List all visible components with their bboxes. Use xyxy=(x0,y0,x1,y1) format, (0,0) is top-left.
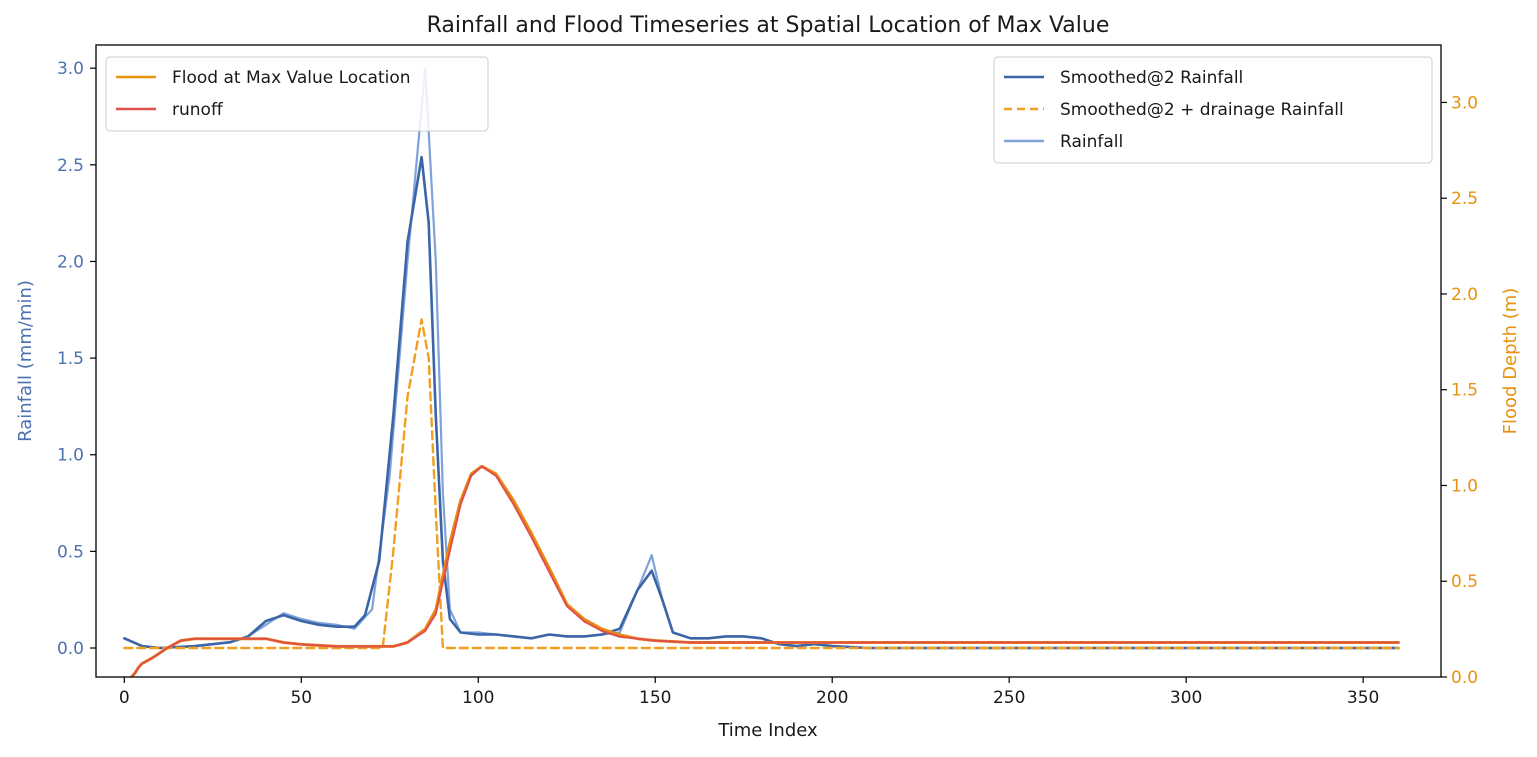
y-right-tick-label: 3.0 xyxy=(1451,93,1478,113)
plot-frame xyxy=(95,44,1442,678)
y-left-tick-label: 2.0 xyxy=(57,252,84,272)
legend-left-box xyxy=(105,56,489,132)
x-tick-label: 100 xyxy=(462,688,494,708)
y-left-tick-label: 1.5 xyxy=(57,349,84,369)
legend-entry-label: Flood at Max Value Location xyxy=(172,68,411,88)
x-tick-label: 150 xyxy=(639,688,671,708)
runoff-line xyxy=(130,465,1400,677)
x-tick-label: 350 xyxy=(1347,688,1379,708)
chart-title: Rainfall and Flood Timeseries at Spatial… xyxy=(427,13,1110,38)
y-right-tick-label: 1.5 xyxy=(1451,381,1478,401)
x-tick-label: 250 xyxy=(993,688,1025,708)
y-right-tick-label: 2.0 xyxy=(1451,285,1478,305)
legend-left: Flood at Max Value Location runoff xyxy=(105,56,489,132)
y-left-tick-label: 0.5 xyxy=(57,542,84,562)
drainage-rainfall-line xyxy=(123,318,1400,650)
y-left-tick-label: 3.0 xyxy=(57,59,84,79)
y-axis-right-label: Flood Depth (m) xyxy=(1500,288,1521,435)
x-tick-label: 200 xyxy=(816,688,848,708)
y-axis-left-label: Rainfall (mm/min) xyxy=(15,280,36,442)
y-axis-left: 0.0 0.5 1.0 1.5 2.0 2.5 3.0 xyxy=(57,59,96,659)
y-right-tick-label: 1.0 xyxy=(1451,476,1478,496)
smoothed-rainfall-line xyxy=(123,155,1400,650)
x-axis: 0 50 100 150 200 250 300 350 xyxy=(119,677,1379,708)
y-left-tick-label: 2.5 xyxy=(57,156,84,176)
y-left-tick-label: 0.0 xyxy=(57,639,84,659)
legend-right: Smoothed@2 Rainfall Smoothed@2 + drainage… xyxy=(993,56,1433,164)
x-axis-label: Time Index xyxy=(717,720,818,741)
y-right-tick-label: 2.5 xyxy=(1451,189,1478,209)
x-tick-label: 50 xyxy=(290,688,312,708)
legend-right-box xyxy=(993,56,1433,164)
legend-entry-label: Smoothed@2 Rainfall xyxy=(1060,68,1243,88)
x-tick-label: 0 xyxy=(119,688,130,708)
y-left-tick-label: 1.0 xyxy=(57,446,84,466)
y-right-tick-label: 0.0 xyxy=(1451,668,1478,688)
y-right-tick-label: 0.5 xyxy=(1451,572,1478,592)
legend-entry-label: Rainfall xyxy=(1060,132,1123,152)
legend-entry-label: Smoothed@2 + drainage Rainfall xyxy=(1060,100,1344,120)
series-layer xyxy=(123,67,1400,677)
y-axis-right: 0.0 0.5 1.0 1.5 2.0 2.5 3.0 xyxy=(1441,93,1478,688)
legend-entry-label: runoff xyxy=(172,100,224,120)
x-tick-label: 300 xyxy=(1170,688,1202,708)
